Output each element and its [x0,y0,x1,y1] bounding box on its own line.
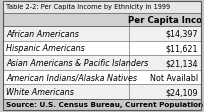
Text: Asian Americans & Pacific Islanders: Asian Americans & Pacific Islanders [6,58,148,67]
Bar [3,56,201,70]
Text: $14,397: $14,397 [165,30,198,38]
Bar [3,85,201,99]
Text: American Indians/Alaska Natives: American Indians/Alaska Natives [6,73,137,82]
Text: Not Availabl: Not Availabl [150,73,198,82]
Text: White Americans: White Americans [6,87,74,96]
Text: Hispanic Americans: Hispanic Americans [6,44,85,53]
Text: $24,109: $24,109 [165,87,198,96]
Bar [3,27,201,41]
Bar [3,14,201,99]
Bar [3,14,201,27]
Bar [3,41,201,56]
Text: Per Capita Inco: Per Capita Inco [128,16,202,25]
Bar [3,70,201,85]
Text: Table 2-2: Per Capita Income by Ethnicity in 1999: Table 2-2: Per Capita Income by Ethnicit… [6,4,170,10]
Text: African Americans: African Americans [6,30,79,38]
Bar [3,99,201,110]
Text: Source: U.S. Census Bureau, Current Population Reports, Mo: Source: U.S. Census Bureau, Current Popu… [6,102,204,108]
Bar [3,2,201,14]
Text: $11,621: $11,621 [165,44,198,53]
Text: $21,134: $21,134 [165,58,198,67]
